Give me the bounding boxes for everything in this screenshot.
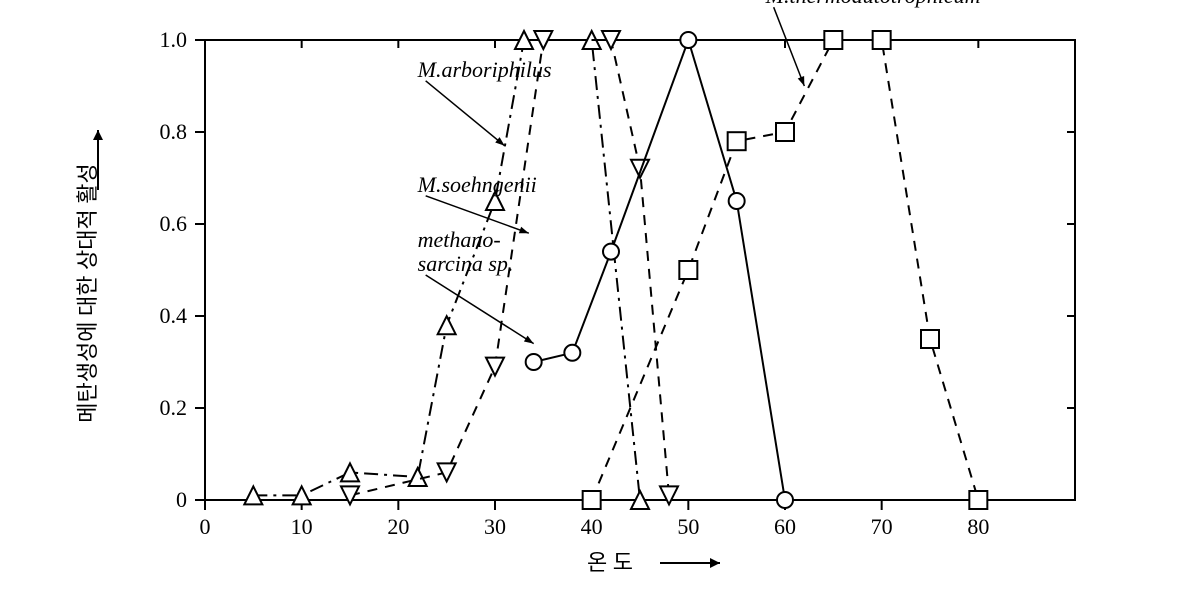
leader-arrowhead: [519, 227, 529, 233]
marker-circle: [777, 492, 793, 508]
chart-container: 0 10 20 30 40 50 60 70 80 0 0.2 0.4 0.6 0.8 1.0 M.arbor…: [0, 0, 1190, 615]
series-line: [534, 40, 785, 500]
leader-arrowhead: [798, 76, 805, 86]
y-tick-label: 0.8: [160, 119, 188, 144]
x-tick-label: 30: [484, 514, 506, 539]
series-label: sarcina sp.: [418, 251, 514, 276]
y-tick-label: 1.0: [160, 27, 188, 52]
line-chart: 0 10 20 30 40 50 60 70 80 0 0.2 0.4 0.6 0.8 1.0 M.arbor…: [0, 0, 1190, 615]
series-label: M.thermoautotrophicum: [765, 0, 981, 8]
x-tick-label: 50: [677, 514, 699, 539]
marker-square: [728, 132, 746, 150]
marker-square: [679, 261, 697, 279]
y-axis-label: 메탄생성에 대한 상대적 활성: [75, 163, 100, 422]
marker-triangle-up: [438, 316, 456, 334]
x-tick-label: 80: [967, 514, 989, 539]
x-axis-label: 온 도: [587, 550, 633, 575]
x-tick-label: 70: [871, 514, 893, 539]
marker-square: [969, 491, 987, 509]
series-label: M.arboriphilus: [417, 57, 552, 82]
marker-circle: [729, 193, 745, 209]
marker-square: [824, 31, 842, 49]
marker-circle: [526, 354, 542, 370]
x-axis-arrowhead: [710, 558, 720, 568]
marker-square: [776, 123, 794, 141]
x-tick-label: 60: [774, 514, 796, 539]
y-axis-arrowhead: [93, 130, 103, 140]
series: M.thermoautotrophicum: [583, 0, 988, 509]
marker-square: [873, 31, 891, 49]
series: methano-sarcina sp.: [418, 32, 793, 508]
x-tick-label: 0: [200, 514, 211, 539]
marker-triangle-down: [341, 486, 359, 504]
series-label: M.soehngenii: [417, 172, 537, 197]
x-tick-label: 20: [387, 514, 409, 539]
marker-circle: [564, 345, 580, 361]
x-tick-label: 40: [581, 514, 603, 539]
marker-square: [921, 330, 939, 348]
leader-arrowhead: [524, 336, 534, 344]
marker-triangle-down: [438, 463, 456, 481]
series-label: methano-: [418, 227, 501, 252]
y-tick-label: 0.4: [160, 303, 188, 328]
x-tick-label: 10: [291, 514, 313, 539]
marker-circle: [603, 244, 619, 260]
plot-border: [205, 40, 1075, 500]
marker-square: [583, 491, 601, 509]
y-tick-label: 0: [176, 487, 187, 512]
leader-line: [426, 81, 505, 146]
marker-triangle-down: [486, 358, 504, 376]
y-tick-label: 0.2: [160, 395, 188, 420]
marker-circle: [680, 32, 696, 48]
leader-line: [774, 7, 805, 86]
y-tick-label: 0.6: [160, 211, 188, 236]
marker-triangle-down: [660, 486, 678, 504]
